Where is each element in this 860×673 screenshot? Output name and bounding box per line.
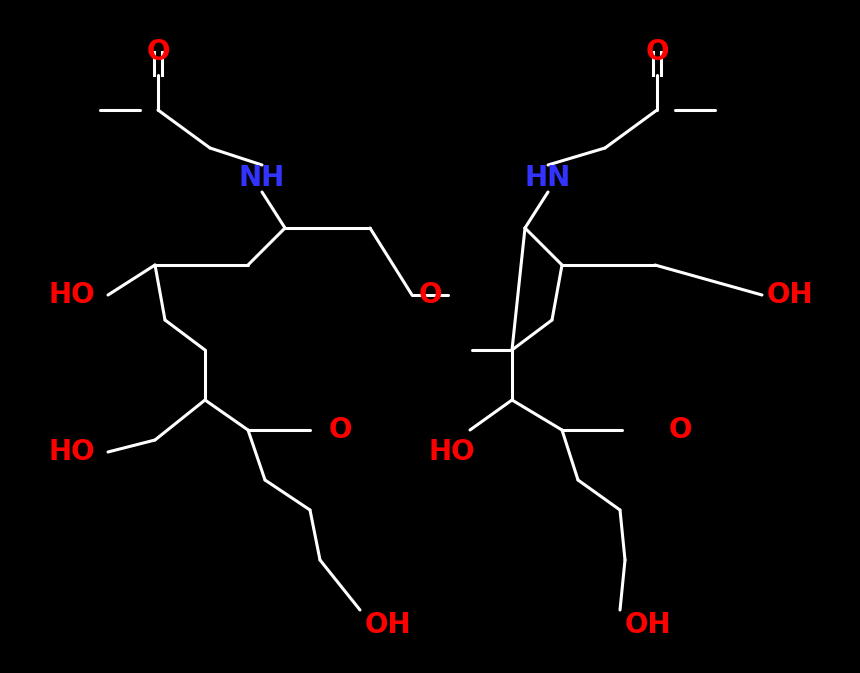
Text: O: O [146, 38, 169, 66]
Text: HO: HO [49, 281, 95, 309]
Text: HO: HO [49, 438, 95, 466]
Text: HO: HO [428, 438, 476, 466]
Text: OH: OH [766, 281, 814, 309]
Text: O: O [329, 416, 352, 444]
Text: OH: OH [365, 611, 411, 639]
Text: O: O [645, 38, 669, 66]
Text: HN: HN [525, 164, 571, 192]
Text: O: O [418, 281, 442, 309]
Text: OH: OH [624, 611, 672, 639]
Text: O: O [668, 416, 691, 444]
Text: NH: NH [239, 164, 286, 192]
